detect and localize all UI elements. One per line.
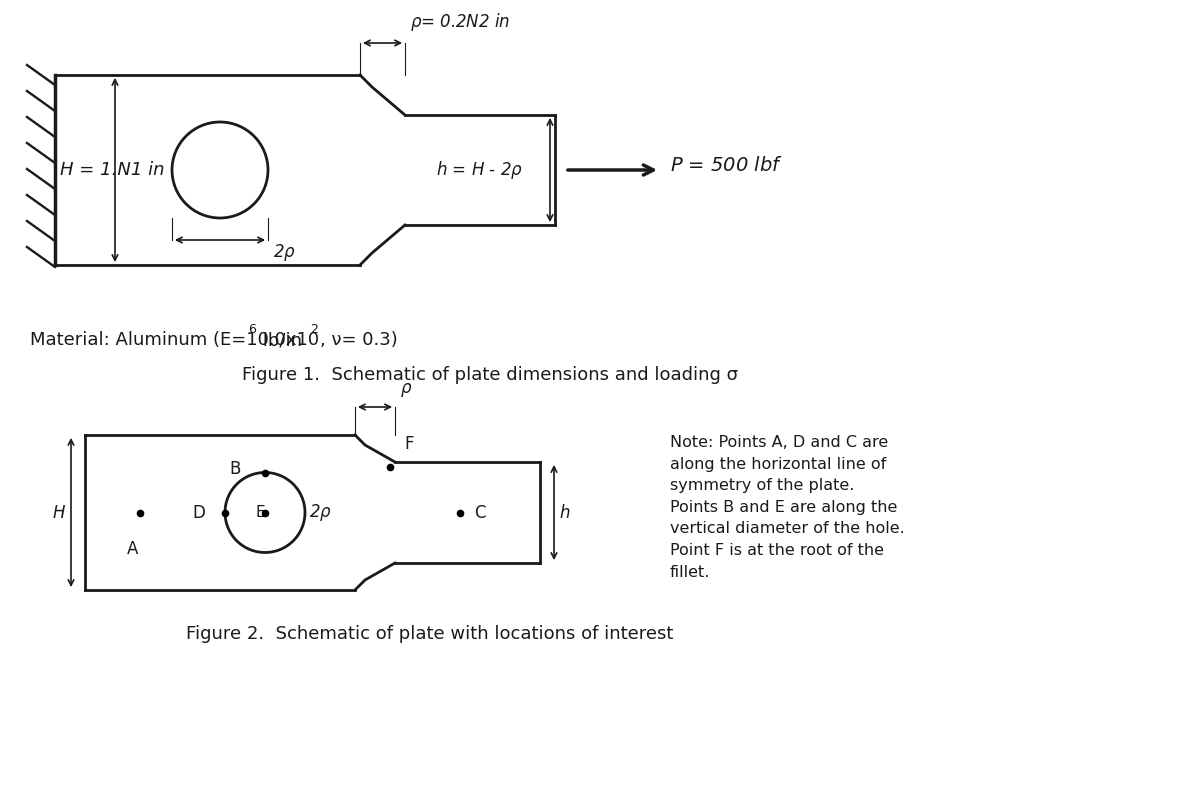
Text: A: A — [127, 541, 139, 559]
Text: Figure 1.  Schematic of plate dimensions and loading σ: Figure 1. Schematic of plate dimensions … — [242, 366, 738, 384]
Text: $P$ = 500 lbf: $P$ = 500 lbf — [670, 155, 784, 174]
Text: C: C — [474, 504, 486, 522]
Text: H: H — [53, 504, 65, 522]
Text: B: B — [229, 459, 241, 478]
Text: $\rho$: $\rho$ — [400, 381, 413, 399]
Text: $\rho$= 0.2N2 in: $\rho$= 0.2N2 in — [410, 11, 510, 33]
Text: Material: Aluminum (E=10.0x10: Material: Aluminum (E=10.0x10 — [30, 331, 319, 349]
Text: 2$\rho$: 2$\rho$ — [310, 502, 332, 523]
Text: F: F — [404, 435, 414, 453]
Text: D: D — [192, 504, 205, 522]
Text: H = 1.N1 in: H = 1.N1 in — [60, 161, 164, 179]
Text: E: E — [256, 505, 265, 520]
Text: 2: 2 — [310, 322, 318, 336]
Text: $h$ = $H$ - 2$\rho$: $h$ = $H$ - 2$\rho$ — [437, 159, 523, 181]
Text: Note: Points A, D and C are
along the horizontal line of
symmetry of the plate.
: Note: Points A, D and C are along the ho… — [670, 435, 905, 580]
Text: Figure 2.  Schematic of plate with locations of interest: Figure 2. Schematic of plate with locati… — [186, 625, 673, 643]
Text: lb/in: lb/in — [257, 331, 302, 349]
Text: 6: 6 — [248, 322, 256, 336]
Text: 2$\rho$: 2$\rho$ — [274, 242, 296, 263]
Text: h: h — [559, 504, 570, 522]
Text: , ν= 0.3): , ν= 0.3) — [320, 331, 397, 349]
